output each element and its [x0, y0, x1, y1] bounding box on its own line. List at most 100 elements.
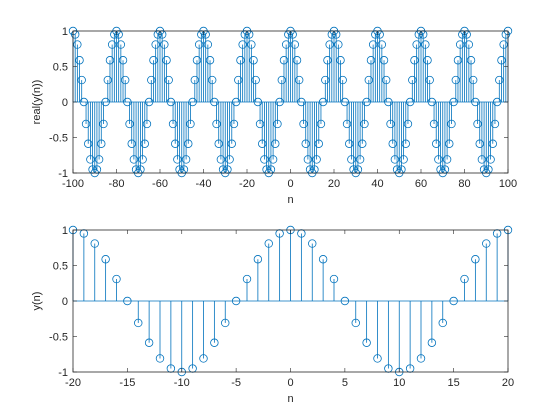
stem-marker	[336, 56, 345, 65]
x-tick-label: -10	[174, 377, 190, 389]
stem-marker	[268, 155, 278, 164]
stem-marker	[425, 75, 434, 85]
stem-marker	[490, 119, 500, 129]
stem-marker	[140, 139, 149, 148]
stem-marker	[116, 40, 126, 49]
stem-marker	[186, 119, 195, 129]
stem-marker	[151, 40, 160, 49]
x-tick-label: -60	[152, 178, 168, 190]
stem-marker	[432, 139, 441, 148]
x-axis-label: n	[287, 194, 293, 206]
stem-marker	[390, 155, 400, 164]
stem-marker	[203, 40, 213, 49]
y-tick-label: 0	[62, 97, 68, 109]
stem-marker	[412, 40, 421, 49]
stem-marker	[318, 255, 328, 264]
stem-marker	[471, 255, 480, 264]
stem-marker	[464, 40, 474, 49]
stem-marker	[162, 56, 171, 65]
stem-marker	[214, 139, 223, 148]
x-tick-label: -20	[65, 377, 81, 389]
x-tick-label: 0	[287, 377, 293, 389]
stem-marker	[192, 56, 202, 65]
stem-marker	[308, 239, 317, 248]
stem-marker	[258, 139, 267, 148]
stem-marker	[453, 56, 463, 65]
stem-marker	[101, 255, 110, 264]
x-tick-label: 100	[499, 178, 517, 190]
stem-marker	[194, 40, 204, 49]
stem-marker	[475, 139, 484, 148]
stem-marker	[94, 155, 104, 164]
stem-marker	[216, 155, 226, 164]
stem-marker	[247, 40, 256, 49]
stem-marker	[427, 338, 437, 347]
stem-marker	[388, 139, 397, 148]
stem-marker	[120, 75, 130, 85]
stem-marker	[118, 56, 128, 65]
stem-marker	[301, 139, 310, 148]
y-tick-label: 1	[62, 225, 68, 237]
stem-marker	[382, 75, 391, 85]
x-tick-label: 60	[415, 178, 427, 190]
stem-marker	[160, 40, 169, 49]
stem-marker	[168, 119, 178, 129]
stem-marker	[451, 75, 460, 85]
stem-marker	[442, 155, 452, 164]
stem-marker	[299, 119, 308, 129]
stem-marker	[279, 56, 289, 65]
stem-marker	[242, 274, 252, 284]
stem-marker	[199, 354, 208, 363]
stem-marker	[316, 119, 326, 129]
stem-marker	[103, 75, 112, 85]
stem-marker	[408, 75, 417, 85]
stem-marker	[73, 40, 82, 49]
stem-marker	[295, 75, 304, 85]
stem-marker	[338, 75, 347, 85]
x-tick-label: -80	[109, 178, 125, 190]
stem-marker	[488, 139, 497, 148]
stem-marker	[342, 119, 352, 129]
x-tick-label: 0	[287, 178, 293, 190]
stem-marker	[429, 119, 439, 129]
stem-marker	[403, 119, 413, 129]
stem-marker	[364, 75, 373, 85]
stem-marker	[105, 56, 115, 65]
stem-marker	[190, 75, 199, 85]
y-tick-label: -1	[58, 367, 68, 379]
stem-marker	[312, 155, 321, 164]
stem-marker	[469, 75, 478, 85]
stem-marker	[362, 338, 371, 347]
stem-marker	[321, 75, 330, 85]
stem-marker	[434, 155, 443, 164]
stem-marker	[251, 75, 260, 85]
stem-marker	[205, 56, 215, 65]
stem-marker	[445, 139, 454, 148]
stem-marker	[142, 119, 152, 129]
stem-marker	[144, 338, 154, 347]
stem-marker	[99, 119, 108, 129]
stem-marker	[125, 119, 134, 129]
x-tick-label: -5	[231, 377, 241, 389]
stem-marker	[292, 56, 302, 65]
y-tick-label: -1	[58, 168, 68, 180]
y-axis-label: y(n)	[31, 292, 43, 311]
stem-marker	[84, 139, 93, 148]
stem-marker	[345, 139, 354, 148]
x-tick-label: 80	[458, 178, 470, 190]
stem-marker	[112, 274, 121, 284]
stem-marker	[221, 318, 230, 328]
y-tick-label: 1	[62, 26, 68, 38]
stem-marker	[173, 155, 182, 164]
stem-marker	[421, 40, 430, 49]
stem-marker	[129, 155, 139, 164]
stem-marker	[77, 75, 86, 85]
x-tick-label: 20	[502, 377, 514, 389]
stem-marker	[329, 274, 339, 284]
stem-marker	[227, 139, 236, 148]
stem-marker	[281, 40, 291, 49]
stem-marker	[253, 255, 263, 264]
stem-marker	[355, 155, 365, 164]
stem-marker	[97, 139, 106, 148]
